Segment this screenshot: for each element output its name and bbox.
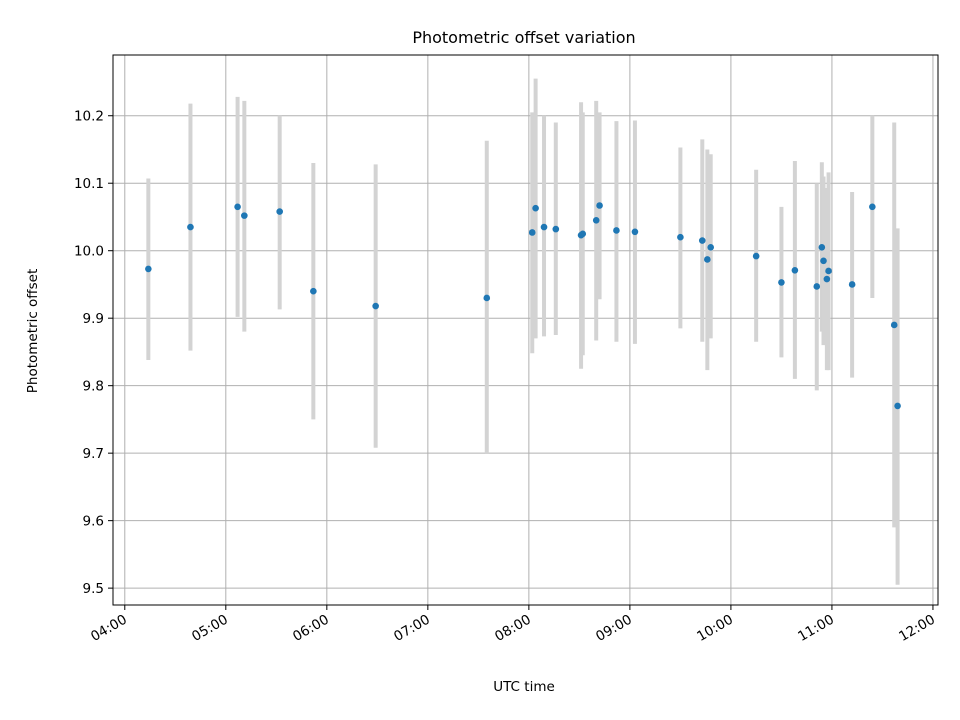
x-tick-label: 10:00 — [694, 612, 736, 645]
x-tick-label: 05:00 — [189, 612, 231, 645]
data-point — [234, 203, 241, 211]
x-tick-label: 07:00 — [391, 612, 433, 645]
y-tick-label: 9.6 — [83, 514, 104, 530]
data-point — [552, 225, 560, 233]
data-point — [677, 233, 684, 241]
data-point — [528, 229, 536, 236]
data-point — [704, 256, 711, 263]
grid — [113, 55, 938, 605]
x-tick-label: 11:00 — [795, 612, 837, 645]
data-point — [631, 228, 639, 236]
data-point — [707, 244, 715, 251]
data-point — [613, 227, 620, 234]
data-points — [145, 202, 901, 410]
x-tick-label: 12:00 — [896, 612, 938, 645]
data-point — [820, 257, 827, 265]
y-tick-label: 9.7 — [83, 446, 104, 462]
data-point — [241, 212, 248, 219]
data-point — [310, 287, 317, 295]
y-tick-label: 10.2 — [74, 109, 104, 125]
data-point — [540, 223, 548, 231]
data-point — [869, 203, 876, 211]
data-point — [813, 283, 821, 290]
data-point — [276, 208, 283, 215]
data-point — [825, 267, 832, 275]
y-tick-label: 9.9 — [83, 311, 104, 327]
data-point — [579, 230, 587, 238]
x-tick-label: 09:00 — [593, 612, 635, 645]
data-point — [145, 265, 152, 273]
y-tick-label: 10.0 — [74, 244, 104, 260]
data-point — [698, 237, 706, 244]
data-point — [592, 217, 600, 224]
data-point — [483, 294, 491, 302]
data-point — [823, 275, 831, 283]
y-tick-label: 9.5 — [83, 581, 104, 597]
plot-frame — [112, 54, 939, 606]
y-axis: 9.5 9.6 9.7 9.8 9.9 10.0 10.1 10.2 — [74, 109, 113, 597]
chart-title: Photometric offset variation — [412, 28, 635, 47]
data-point — [818, 244, 826, 251]
data-point — [532, 204, 539, 212]
data-point — [187, 223, 194, 231]
x-tick-label: 08:00 — [492, 612, 534, 645]
data-point — [372, 302, 379, 310]
y-axis-label: Photometric offset — [25, 269, 41, 393]
data-point — [778, 279, 785, 286]
data-point — [596, 202, 603, 209]
x-tick-label: 04:00 — [88, 612, 130, 645]
error-bars — [146, 78, 900, 585]
x-tick-label: 06:00 — [290, 612, 332, 645]
data-point — [890, 321, 898, 329]
x-axis: 04:00 05:00 06:00 07:00 08:00 09:00 10:00 11:00… — [88, 605, 938, 645]
data-point — [848, 281, 856, 288]
data-point — [791, 266, 799, 274]
x-axis-label: UTC time — [493, 679, 555, 695]
y-tick-label: 9.8 — [83, 379, 104, 395]
data-point — [894, 402, 901, 410]
y-tick-label: 10.1 — [74, 176, 104, 192]
data-point — [752, 252, 760, 260]
